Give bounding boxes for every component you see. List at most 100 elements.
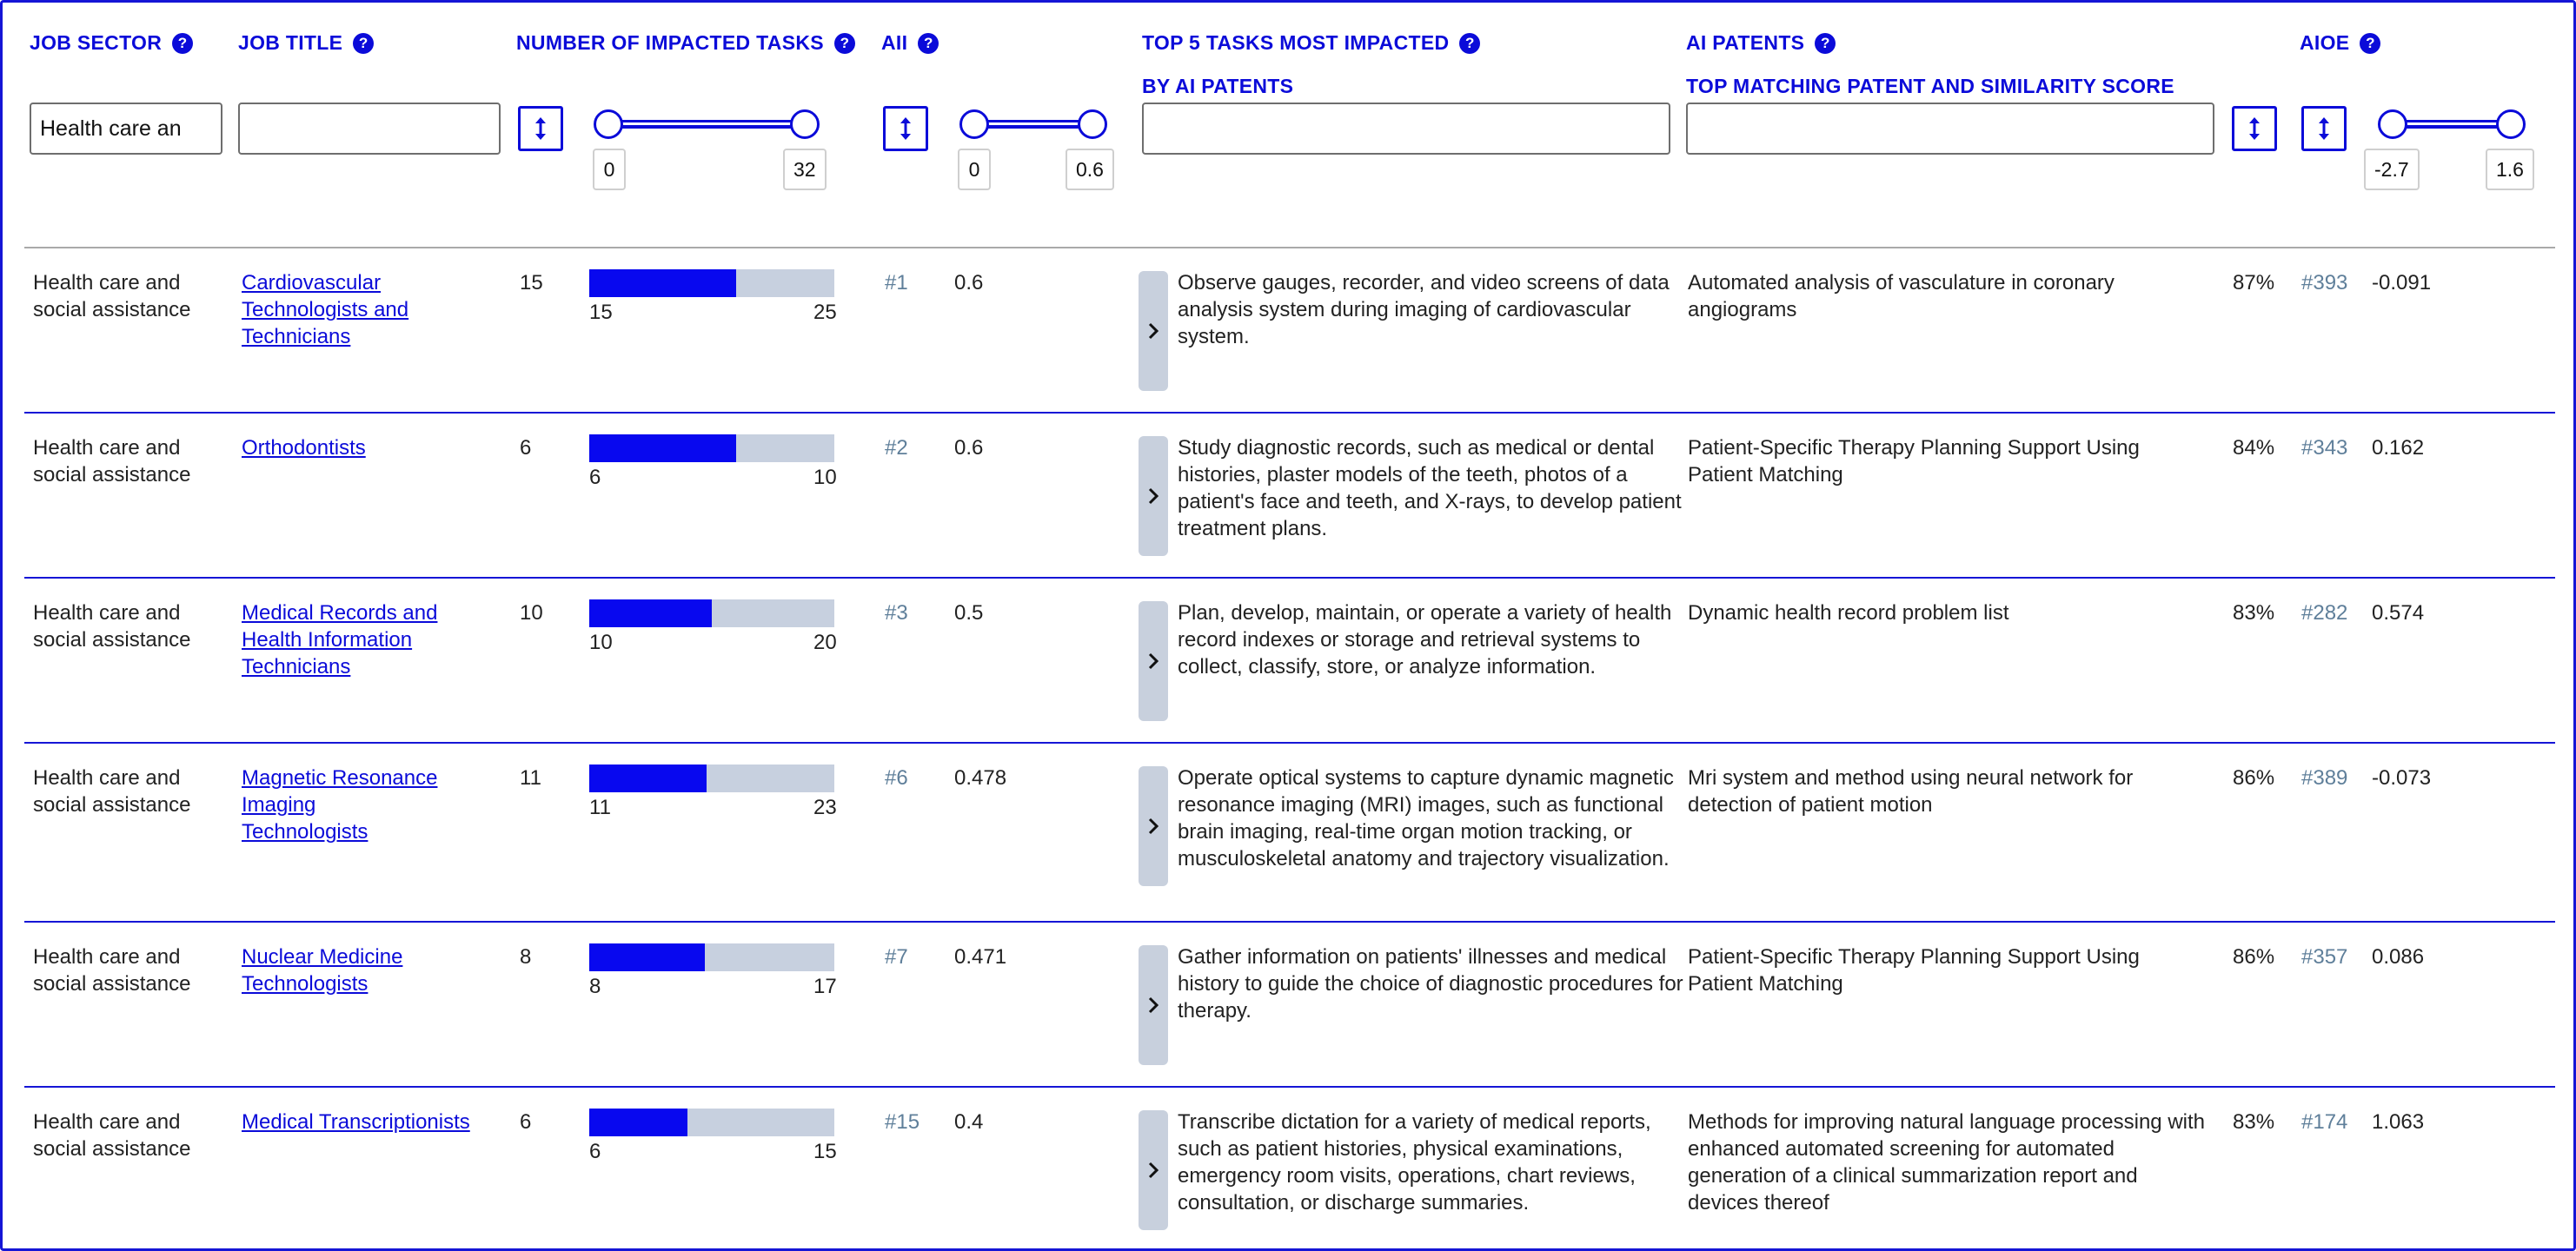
impacted-progress-bar — [589, 434, 834, 462]
sort-vertical-icon — [2249, 117, 2260, 140]
expand-tasks-button[interactable] — [1139, 436, 1168, 556]
aioe-rank: #174 — [2301, 1110, 2348, 1134]
progress-fill — [589, 764, 707, 792]
similarity-score: 87% — [2233, 271, 2275, 295]
slider-min-handle[interactable] — [2378, 109, 2407, 139]
chevron-right-icon — [1148, 817, 1159, 835]
impacted-count: 11 — [520, 766, 541, 790]
table-row: Health care and social assistance Nuclea… — [24, 923, 2555, 1088]
help-icon[interactable]: ? — [2360, 32, 2381, 54]
progress-min-label: 11 — [589, 796, 611, 819]
job-title-link[interactable]: Medical Transcriptionists — [242, 1110, 470, 1134]
progress-min-label: 6 — [589, 466, 601, 489]
impacted-count: 10 — [520, 601, 543, 625]
help-icon[interactable]: ? — [1815, 32, 1836, 54]
patent-title: Mri system and method using neural netwo… — [1688, 766, 2134, 817]
sort-aii-button[interactable] — [883, 106, 928, 151]
job-title-link[interactable]: Orthodontists — [242, 436, 366, 460]
similarity-score: 83% — [2233, 601, 2275, 625]
aii-min-value[interactable]: 0 — [958, 149, 991, 190]
aioe-min-value[interactable]: -2.7 — [2364, 149, 2420, 190]
aioe-range-slider[interactable] — [2378, 109, 2526, 139]
expand-tasks-button[interactable] — [1139, 601, 1168, 721]
slider-min-handle[interactable] — [594, 109, 623, 139]
aioe-max-value[interactable]: 1.6 — [2486, 149, 2534, 190]
job-sector-cell: Health care and social assistance — [33, 945, 191, 996]
job-title-link[interactable]: Cardiovascular Technologists and Technic… — [242, 271, 409, 348]
sort-patents-button[interactable] — [2232, 106, 2277, 151]
expand-tasks-button[interactable] — [1139, 766, 1168, 886]
header-aioe: AIOE ? — [2300, 31, 2381, 55]
job-title-link[interactable]: Nuclear Medicine Technologists — [242, 945, 403, 996]
row-divider — [24, 412, 2555, 414]
num-tasks-min-value[interactable]: 0 — [593, 149, 626, 190]
slider-min-handle[interactable] — [959, 109, 989, 139]
similarity-score: 83% — [2233, 1110, 2275, 1134]
aii-value: 0.471 — [954, 945, 1007, 969]
progress-max-label: 10 — [813, 466, 837, 489]
chevron-right-icon — [1148, 487, 1159, 505]
slider-track — [974, 120, 1092, 129]
aii-max-value[interactable]: 0.6 — [1066, 149, 1114, 190]
job-sector-cell: Health care and social assistance — [33, 601, 191, 652]
top-task-text: Operate optical systems to capture dynam… — [1178, 766, 1674, 870]
impacted-progress-bar — [589, 269, 834, 297]
job-sector-filter-input[interactable] — [30, 103, 222, 155]
table-row: Health care and social assistance Medica… — [24, 579, 2555, 744]
aii-rank: #6 — [885, 766, 908, 790]
progress-min-label: 10 — [589, 631, 613, 654]
impacted-progress-bar — [589, 764, 834, 792]
slider-track — [608, 120, 805, 129]
aii-value: 0.6 — [954, 436, 984, 460]
sort-num-tasks-button[interactable] — [518, 106, 563, 151]
header-top-tasks-label: TOP 5 TASKS MOST IMPACTED — [1142, 31, 1450, 54]
aii-value: 0.6 — [954, 271, 984, 295]
patents-filter-input[interactable] — [1686, 103, 2214, 155]
slider-max-handle[interactable] — [790, 109, 820, 139]
sort-aioe-button[interactable] — [2301, 106, 2347, 151]
slider-max-handle[interactable] — [1078, 109, 1107, 139]
progress-min-label: 15 — [589, 301, 613, 324]
table-row: Health care and social assistance Orthod… — [24, 414, 2555, 579]
help-icon[interactable]: ? — [172, 32, 194, 54]
top-task-text: Gather information on patients' illnesse… — [1178, 945, 1683, 1023]
job-sector-cell: Health care and social assistance — [33, 766, 191, 817]
aii-rank: #15 — [885, 1110, 920, 1134]
help-icon[interactable]: ? — [353, 32, 375, 54]
header-top-tasks-sub: BY AI PATENTS — [1142, 75, 1294, 97]
help-icon[interactable]: ? — [918, 32, 939, 54]
impacted-count: 15 — [520, 271, 543, 295]
num-tasks-max-value[interactable]: 32 — [783, 149, 827, 190]
aioe-rank: #357 — [2301, 945, 2348, 969]
expand-tasks-button[interactable] — [1139, 1110, 1168, 1230]
aii-value: 0.478 — [954, 766, 1007, 790]
aii-value: 0.4 — [954, 1110, 984, 1134]
aii-range-slider[interactable] — [959, 109, 1107, 139]
progress-fill — [589, 943, 705, 971]
help-icon[interactable]: ? — [833, 32, 855, 54]
tasks-filter-input[interactable] — [1142, 103, 1670, 155]
expand-tasks-button[interactable] — [1139, 271, 1168, 391]
job-sector-cell: Health care and social assistance — [33, 1110, 191, 1161]
table-row: Health care and social assistance Magnet… — [24, 744, 2555, 923]
num-tasks-range-slider[interactable] — [594, 109, 820, 139]
aioe-rank: #343 — [2301, 436, 2348, 460]
header-job-sector: JOB SECTOR ? — [30, 31, 194, 55]
expand-tasks-button[interactable] — [1139, 945, 1168, 1065]
slider-max-handle[interactable] — [2496, 109, 2526, 139]
help-icon[interactable]: ? — [1459, 32, 1481, 54]
impacted-count: 8 — [520, 945, 532, 969]
aioe-value: 0.162 — [2372, 436, 2425, 460]
aii-rank: #2 — [885, 436, 908, 460]
progress-max-label: 15 — [813, 1140, 837, 1163]
job-title-filter-input[interactable] — [238, 103, 501, 155]
header-aii: AII ? — [881, 31, 939, 55]
job-title-link[interactable]: Medical Records and Health Information T… — [242, 601, 438, 678]
job-sector-cell: Health care and social assistance — [33, 436, 191, 486]
header-job-sector-label: JOB SECTOR — [30, 31, 163, 54]
job-title-link[interactable]: Magnetic Resonance Imaging Technologists — [242, 766, 438, 844]
top-task-text: Observe gauges, recorder, and video scre… — [1178, 271, 1670, 348]
aioe-rank: #282 — [2301, 601, 2348, 625]
similarity-score: 86% — [2233, 945, 2275, 969]
aioe-rank: #389 — [2301, 766, 2348, 790]
